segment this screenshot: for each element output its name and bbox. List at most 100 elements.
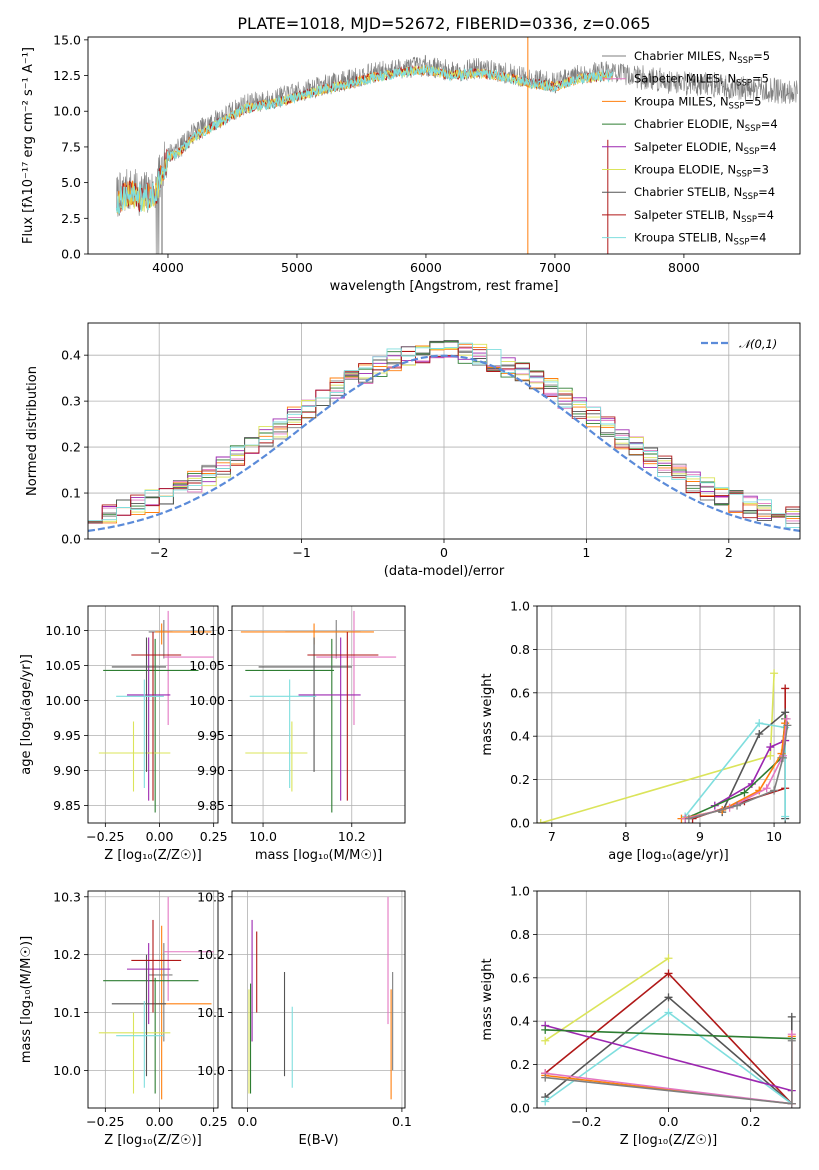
weight-point-marker <box>770 669 779 678</box>
weight-line <box>681 723 786 820</box>
x-axis-label: age [log₁₀(age/yr)] <box>608 848 729 863</box>
legend-label: Salpeter MILES, NSSP=5 <box>634 72 769 89</box>
y-tick-label: 10.05 <box>45 658 81 673</box>
plot-area <box>537 669 792 823</box>
axes-border <box>231 605 406 824</box>
weight-point-marker <box>541 1097 550 1106</box>
weight-point-marker <box>787 1099 796 1108</box>
x-axis-label: (data-model)/error <box>384 564 505 579</box>
weight-point-marker <box>782 714 791 723</box>
x-tick-label: 6000 <box>410 260 442 275</box>
y-tick-label: 10.1 <box>197 1005 225 1020</box>
x-tick-label: 7 <box>548 829 556 844</box>
x-tick-label: −0.25 <box>86 829 124 844</box>
x-tick-label: 0.0 <box>659 1114 679 1129</box>
histogram-step-line <box>88 341 800 524</box>
y-tick-label: 10.2 <box>197 947 225 962</box>
histogram-step-line <box>88 339 800 522</box>
y-tick-label: 0.1 <box>61 486 81 501</box>
legend: 𝒩(0,1) <box>701 337 777 351</box>
weight-line <box>721 710 786 819</box>
y-tick-label: 0.0 <box>510 1101 530 1116</box>
y-tick-label: 9.85 <box>53 798 81 813</box>
weight-point-marker <box>541 1036 550 1045</box>
y-tick-label: 10.10 <box>45 623 81 638</box>
weight-point-marker <box>787 1036 796 1045</box>
axes-frame: 0.0 0.1 10.0 10.1 10.2 10.3 E(B-V) <box>197 889 412 1148</box>
weight-point-marker <box>541 1025 550 1034</box>
weight-point-marker <box>755 719 764 728</box>
x-tick-label: 7000 <box>539 260 571 275</box>
y-tick-label: 0.2 <box>61 440 81 455</box>
y-tick-label: 10.00 <box>45 693 81 708</box>
y-tick-label: 12.5 <box>53 68 81 83</box>
weight-point-marker <box>778 753 787 762</box>
y-tick-label: 10.2 <box>53 947 81 962</box>
legend-label: Kroupa STELIB, NSSP=4 <box>634 231 766 248</box>
x-axis-label: wavelength [Angstrom, rest frame] <box>330 279 559 294</box>
axes-frame: 4000 5000 6000 7000 8000 0.0 2.5 5.0 7.5 10.0 12.5… <box>21 32 801 294</box>
x-tick-label: 0.2 <box>741 1114 761 1129</box>
weight-point-marker <box>537 819 545 823</box>
residual-histogram-panel: −2 −1 0 1 2 0.0 0.1 0.2 0.3 0.4 (data-model)/error… <box>25 322 801 579</box>
y-tick-label: 15.0 <box>53 32 81 47</box>
x-tick-label: 0.0 <box>238 1114 258 1129</box>
y-tick-label: 9.85 <box>197 798 225 813</box>
weight-vs-age-panel: 7 8 9 10 0.0 0.2 0.4 0.6 0.8 1.0 age [log₁₀(age/yr… <box>480 599 801 863</box>
y-tick-label: 0.2 <box>510 1057 530 1072</box>
x-tick-label: 8 <box>622 829 630 844</box>
y-axis-label: Normed distribution <box>25 366 40 496</box>
mass-vs-ebv-panel: 0.0 0.1 10.0 10.1 10.2 10.3 E(B-V) <box>197 889 412 1148</box>
x-tick-label: 0.00 <box>146 829 174 844</box>
y-tick-label: 7.5 <box>61 139 81 154</box>
weight-point-marker <box>766 751 775 760</box>
plot-area <box>541 954 796 1108</box>
axes-frame: −0.25 0.00 0.25 9.85 9.90 9.95 10.00 10.05 10.10… <box>19 605 228 863</box>
plot-area <box>98 610 214 813</box>
axes-border <box>231 890 406 1109</box>
y-tick-label: 9.90 <box>197 763 225 778</box>
y-tick-label: 10.0 <box>197 1063 225 1078</box>
y-tick-label: 10.00 <box>189 693 225 708</box>
plot-area <box>98 896 214 1100</box>
legend: Chabrier MILES, NSSP=5 Salpeter MILES, NS… <box>602 49 778 248</box>
x-tick-label: 0.1 <box>392 1114 412 1129</box>
y-tick-label: 0.0 <box>61 247 81 262</box>
x-tick-label: 0 <box>440 545 448 560</box>
y-tick-label: 1.0 <box>510 884 530 899</box>
weight-point-marker <box>762 784 771 793</box>
y-tick-label: 2.5 <box>61 211 81 226</box>
x-tick-label: 10.0 <box>249 829 277 844</box>
mass-vs-metallicity-panel: −0.25 0.00 0.25 10.0 10.1 10.2 10.3 Z [log₁₀(Z/… <box>19 889 228 1148</box>
weight-point-marker <box>733 801 742 810</box>
plot-area <box>115 37 798 254</box>
legend-label: Chabrier MILES, NSSP=5 <box>634 49 770 66</box>
y-tick-label: 10.0 <box>53 104 81 119</box>
axes-frame: −0.2 0.0 0.2 0.0 0.2 0.4 0.6 0.8 1.0 Z [log₁₀(Z/Z… <box>480 884 801 1148</box>
y-tick-label: 9.95 <box>197 728 225 743</box>
spectrum-title: PLATE=1018, MJD=52672, FIBERID=0336, z=0… <box>237 14 650 33</box>
y-tick-label: 0.8 <box>510 642 530 657</box>
legend-label: 𝒩(0,1) <box>739 337 777 351</box>
weight-line <box>692 688 786 820</box>
axes-frame: −0.25 0.00 0.25 10.0 10.1 10.2 10.3 Z [log₁₀(Z/… <box>19 889 228 1148</box>
y-tick-label: 9.90 <box>53 763 81 778</box>
x-axis-label: Z [log₁₀(Z/Z☉)] <box>104 848 201 863</box>
legend-label: Kroupa ELODIE, NSSP=3 <box>634 163 769 180</box>
x-tick-label: 1 <box>582 545 590 560</box>
axes-frame: 7 8 9 10 0.0 0.2 0.4 0.6 0.8 1.0 age [log₁₀(age/yr… <box>480 599 801 863</box>
x-axis-label: mass [log₁₀(M/M☉)] <box>255 848 382 863</box>
x-tick-label: −0.2 <box>571 1114 601 1129</box>
weight-line <box>714 739 786 807</box>
x-tick-label: 0.25 <box>200 829 228 844</box>
gaussian-reference-curve <box>88 354 800 532</box>
y-tick-label: 0.0 <box>61 532 81 547</box>
y-tick-label: 0.6 <box>510 685 530 700</box>
y-tick-label: 10.3 <box>53 889 81 904</box>
x-tick-label: 10.2 <box>338 829 366 844</box>
plot-area <box>88 339 800 532</box>
y-tick-label: 10.05 <box>189 658 225 673</box>
x-tick-label: 8000 <box>668 260 700 275</box>
weight-point-marker <box>755 730 764 739</box>
y-tick-label: 0.3 <box>61 394 81 409</box>
